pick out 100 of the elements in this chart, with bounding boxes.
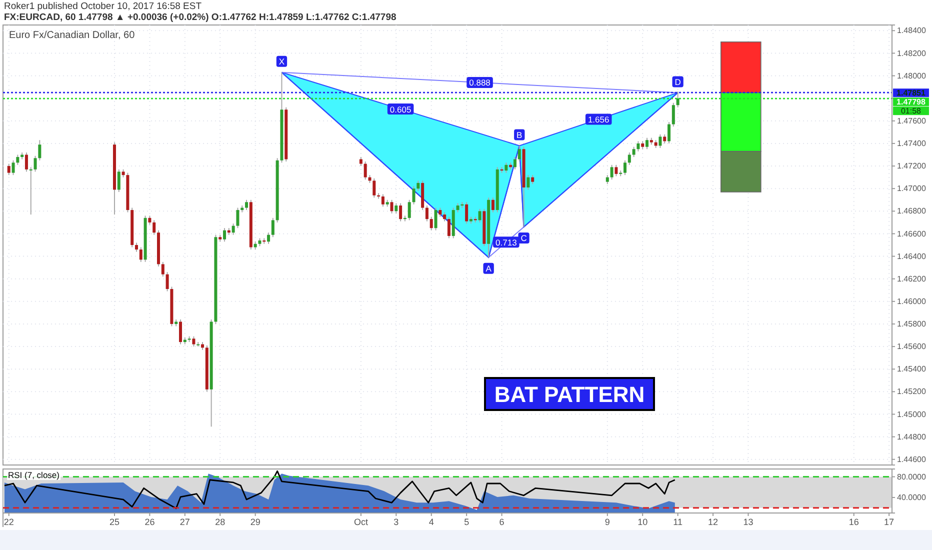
candlestick — [434, 207, 438, 231]
candlestick — [34, 155, 37, 172]
candlestick — [614, 164, 618, 177]
x-tick-label: 11 — [673, 517, 682, 527]
annotation: 0.605 — [390, 104, 412, 114]
candlestick — [134, 242, 138, 252]
candlestick — [16, 154, 20, 166]
candlestick — [139, 246, 142, 262]
annotation: BAT PATTERN — [494, 382, 645, 407]
x-tick-label: Oct — [354, 517, 368, 527]
candlestick — [504, 162, 508, 174]
candlestick — [372, 178, 376, 198]
annotation: A — [486, 264, 492, 274]
candlestick — [610, 164, 614, 180]
candlestick — [443, 212, 446, 222]
x-tick-label: 25 — [109, 517, 120, 527]
candlestick — [425, 205, 428, 222]
y-tick-label: 1.47200 — [897, 162, 926, 171]
y-tick-label: 1.46600 — [897, 229, 926, 238]
x-tick-label: 16 — [848, 517, 859, 527]
candlestick — [117, 168, 120, 192]
candlestick — [658, 134, 662, 148]
candlestick — [394, 202, 398, 214]
x-tick-label: 13 — [743, 517, 754, 527]
series-label: RSI (7, close) — [8, 470, 60, 480]
x-tick-label: 9 — [604, 517, 610, 527]
candlestick — [152, 220, 156, 236]
candlestick — [416, 180, 420, 192]
candlestick — [526, 174, 530, 190]
candlestick — [518, 145, 521, 162]
y-tick-label: 1.44800 — [897, 432, 926, 442]
x-tick-label: 29 — [250, 517, 260, 527]
candlestick — [359, 156, 362, 167]
candlestick — [636, 140, 640, 152]
x-tick-label: 26 — [144, 517, 155, 527]
candlestick — [38, 140, 42, 161]
y-tick-label: 1.46800 — [897, 206, 926, 216]
y-tick-label: 1.45200 — [897, 387, 926, 396]
candlestick — [399, 202, 402, 222]
candlestick — [491, 197, 494, 213]
annotation: 0.713 — [496, 237, 518, 248]
candlestick — [390, 199, 394, 214]
candlestick — [24, 152, 28, 172]
candlestick — [408, 199, 411, 221]
y-tick-label: 1.47600 — [897, 116, 926, 126]
candlestick — [430, 216, 433, 231]
candlestick — [672, 102, 675, 128]
candlestick — [271, 217, 274, 238]
y-tick-label: 1.46000 — [897, 296, 926, 306]
candlestick — [628, 152, 631, 166]
candlestick — [179, 318, 182, 345]
candlestick — [646, 137, 649, 150]
candlestick — [161, 261, 164, 278]
x-tick-label: 3 — [394, 517, 399, 527]
candlestick — [465, 202, 468, 224]
y-tick-label: 1.45600 — [897, 342, 926, 352]
x-tick-label: 17 — [884, 517, 894, 527]
candlestick — [148, 215, 152, 226]
text: Euro Fx/Canadian Dollar, 60 — [9, 30, 136, 41]
candlestick — [478, 208, 482, 223]
candlestick — [663, 134, 666, 144]
candlestick — [632, 146, 636, 158]
candlestick — [676, 91, 680, 108]
annotation: 1.656 — [588, 114, 610, 124]
annotation: X — [278, 56, 285, 67]
candlestick — [624, 160, 627, 176]
candlestick — [531, 174, 534, 185]
text: Roker1 published October 10, 2017 16:58 EST — [4, 1, 202, 12]
candlestick — [29, 166, 32, 216]
ref-line-label: 1.47798 — [896, 98, 926, 107]
x-tick-label: 5 — [464, 517, 470, 527]
ref-line-label: 1.47851 — [896, 88, 926, 98]
annotation: C — [520, 233, 527, 244]
candlestick — [7, 163, 10, 176]
y-tick-label: 1.48000 — [897, 71, 926, 80]
candlestick — [381, 194, 384, 208]
y-tick-label: 1.44600 — [897, 454, 926, 464]
annotation: B — [516, 130, 523, 140]
y-tick-label: 1.46400 — [897, 252, 926, 261]
x-tick-label: 28 — [215, 517, 226, 527]
annotation: 0.888 — [469, 78, 491, 88]
y-tick-label: 1.45400 — [897, 364, 926, 374]
chart-subtitle: FX:EURCAD, 60 1.47798 ▲ +0.00036 (+0.02%) O:1.47762 H:1.47859 L:1.47762 C:1.47798 — [4, 12, 396, 23]
x-tick-label: 6 — [499, 517, 504, 527]
candlestick — [668, 122, 671, 144]
candlestick — [232, 223, 235, 236]
y-tick-label: 1.45000 — [897, 410, 926, 419]
candlestick — [245, 199, 248, 211]
y-tick-label: 80.0000 — [897, 472, 926, 482]
y-tick-label: 40.0000 — [897, 493, 926, 502]
candlestick — [192, 336, 196, 348]
candlestick — [438, 207, 442, 218]
candlestick — [412, 186, 416, 205]
x-tick-label: 4 — [428, 517, 434, 527]
annotation: D — [674, 76, 681, 87]
candlestick — [364, 161, 367, 180]
y-tick-label: 1.45800 — [897, 320, 926, 329]
y-tick-label: 1.47000 — [897, 184, 926, 194]
candlestick — [267, 232, 270, 244]
candlestick — [447, 216, 450, 239]
